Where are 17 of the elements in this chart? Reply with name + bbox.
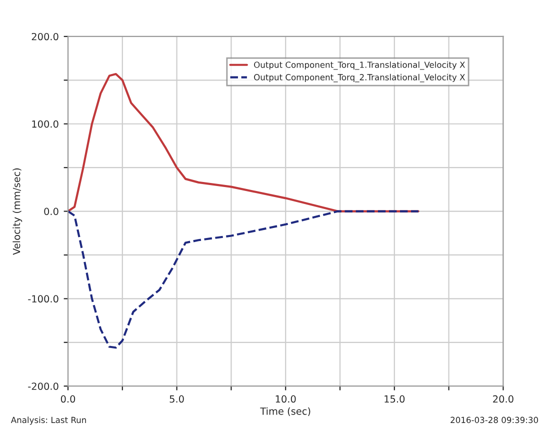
y-tick-label: -100.0 xyxy=(28,295,58,303)
x-axis-title: Time (sec) xyxy=(260,407,310,416)
legend-label: Output Component_Torq_2.Translational_Velocity X xyxy=(254,74,465,82)
x-tick-label: 5.0 xyxy=(170,395,184,403)
text: 2016-03-28 09:39:30 xyxy=(450,416,538,424)
y-tick-label: -200.0 xyxy=(28,382,58,390)
y-axis-title: Velocity (mm/sec) xyxy=(12,168,22,255)
x-tick-label: 10.0 xyxy=(276,395,296,403)
y-tick-label: 0.0 xyxy=(44,208,58,216)
x-tick-label: 20.0 xyxy=(493,395,514,403)
text: Analysis: Last Run xyxy=(10,416,86,425)
x-tick-label: 15.0 xyxy=(384,395,405,403)
x-tick-label: 0.0 xyxy=(60,395,76,403)
y-tick-label: 200.0 xyxy=(32,32,58,40)
y-tick-label: 100.0 xyxy=(32,120,58,128)
legend-label: Output Component_Torq_1.Translational_Velocity X xyxy=(254,61,465,70)
line-series xyxy=(68,210,420,349)
